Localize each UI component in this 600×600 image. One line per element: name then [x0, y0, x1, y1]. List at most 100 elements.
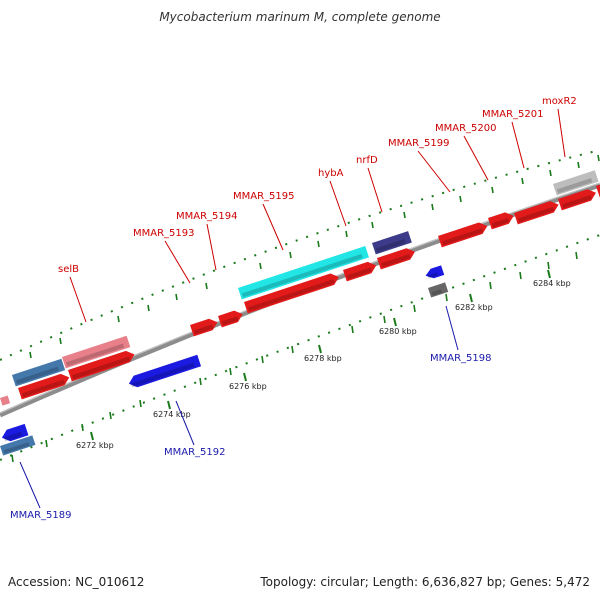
feature-purple-1-shade	[375, 238, 406, 253]
feature-steel-2[interactable]	[0, 435, 36, 456]
cds-forward-3-shade	[193, 324, 214, 335]
minor-tick-forward-18	[597, 154, 600, 162]
cds-forward-1-shade	[21, 379, 65, 398]
callout-line-forward-7	[463, 135, 489, 181]
cds-forward-8[interactable]	[438, 220, 489, 248]
minor-tick-forward-5	[205, 282, 208, 290]
feature-gray-1[interactable]	[553, 170, 599, 196]
cds-reverse-3-shade	[427, 272, 439, 279]
feature-pink-edge[interactable]	[0, 395, 11, 406]
cds-forward-4[interactable]	[218, 308, 245, 328]
tick-label-0: 6272 kbp	[76, 441, 114, 450]
feature-steel-1[interactable]	[12, 358, 66, 387]
minor-tick-reverse-0	[11, 454, 14, 463]
callout-line-forward-3	[262, 203, 284, 251]
cds-forward-7-shape	[377, 248, 415, 270]
minor-tick-reverse-14	[519, 271, 522, 280]
gene-label-forward-1[interactable]: MMAR_5193	[133, 228, 195, 239]
gene-label-reverse-0[interactable]: MMAR_5189	[10, 510, 72, 521]
callout-line-reverse-1	[175, 400, 195, 446]
callout-line-forward-4	[329, 180, 347, 227]
gene-label-forward-2[interactable]: MMAR_5194	[176, 211, 238, 222]
minor-tick-forward-7	[289, 251, 292, 259]
tick-label-2: 6276 kbp	[229, 382, 267, 391]
minor-tick-reverse-3	[109, 411, 112, 420]
accession-text: Accession: NC_010612	[8, 575, 145, 589]
feature-cyan-1[interactable]	[238, 246, 370, 300]
cds-forward-5[interactable]	[244, 271, 341, 314]
cds-reverse-2[interactable]	[127, 354, 202, 390]
gene-label-reverse-2[interactable]: MMAR_5198	[430, 353, 492, 364]
minor-tick-reverse-9	[351, 325, 354, 334]
callout-line-reverse-2	[445, 305, 459, 351]
gene-label-forward-5[interactable]: nrfD	[356, 155, 378, 166]
gene-label-forward-9[interactable]: moxR2	[542, 96, 577, 107]
cds-forward-9-shade	[491, 218, 510, 228]
minor-tick-reverse-4	[139, 399, 142, 408]
minor-tick-forward-1	[59, 337, 62, 345]
callout-line-forward-8	[511, 121, 525, 169]
minor-tick-reverse-16	[575, 251, 578, 260]
cds-forward-2-shade	[71, 356, 131, 380]
feature-gray-1-shade	[556, 178, 593, 194]
minor-tick-forward-17	[577, 161, 580, 169]
cds-forward-10-shade	[517, 206, 555, 223]
cds-forward-6[interactable]	[343, 260, 378, 282]
tick-mark-3	[318, 344, 322, 354]
feature-steel-1-shade	[15, 366, 59, 385]
cds-forward-12[interactable]	[596, 182, 600, 198]
minor-tick-reverse-8	[291, 345, 294, 354]
minor-tick-forward-14	[491, 186, 494, 194]
callout-line-forward-5	[367, 167, 383, 213]
cds-reverse-3[interactable]	[424, 265, 445, 280]
gene-label-forward-6[interactable]: MMAR_5199	[388, 138, 450, 149]
feature-pink-edge-shape	[0, 395, 11, 406]
cds-forward-6-shade	[346, 267, 372, 280]
minor-tick-forward-2	[117, 315, 120, 323]
minor-tick-reverse-12	[445, 293, 448, 302]
feature-pink-1-shape	[62, 335, 131, 369]
gene-label-forward-0[interactable]: selB	[58, 264, 79, 275]
minor-tick-forward-0	[29, 351, 32, 359]
map-title: Mycobacterium marinum M, complete genome	[159, 10, 441, 24]
cds-forward-2[interactable]	[68, 349, 136, 382]
feature-darkgray-1-shape	[428, 282, 449, 298]
cds-forward-9-shape	[488, 212, 514, 230]
cds-forward-5-shade	[247, 279, 335, 312]
tick-label-4: 6280 kbp	[379, 327, 417, 336]
cds-forward-10[interactable]	[514, 199, 560, 225]
cds-forward-4-shade	[221, 316, 239, 326]
feature-purple-1[interactable]	[372, 231, 412, 255]
feature-darkgray-1-shade	[431, 289, 443, 296]
gene-label-forward-4[interactable]: hybA	[318, 168, 344, 179]
cds-reverse-1[interactable]	[0, 423, 29, 444]
minor-tick-forward-3	[147, 304, 150, 312]
cds-forward-11-shade	[561, 194, 592, 209]
tick-mark-4	[393, 317, 397, 327]
gene-label-forward-8[interactable]: MMAR_5201	[482, 109, 544, 120]
cds-forward-11-shape	[558, 189, 596, 211]
cds-forward-3[interactable]	[190, 317, 219, 337]
gene-label-reverse-1[interactable]: MMAR_5192	[164, 447, 226, 458]
cds-forward-7[interactable]	[377, 246, 417, 270]
forward-track	[0, 149, 600, 361]
feature-pink-1[interactable]	[62, 335, 131, 369]
cds-reverse-2-shade	[130, 362, 195, 388]
callout-line-forward-9	[557, 108, 566, 158]
feature-darkgray-1[interactable]	[428, 282, 449, 298]
tick-label-1: 6274 kbp	[153, 410, 191, 419]
gene-label-forward-3[interactable]: MMAR_5195	[233, 191, 295, 202]
cds-forward-2-shape	[68, 350, 135, 382]
cds-reverse-1-shade	[3, 431, 23, 442]
cds-forward-1[interactable]	[18, 372, 71, 400]
cds-forward-9[interactable]	[488, 210, 516, 230]
feature-pink-1-shade	[65, 343, 125, 367]
feature-steel-1-shape	[12, 358, 66, 387]
feature-gray-1-shape	[553, 170, 599, 196]
cds-forward-11[interactable]	[558, 187, 598, 211]
gene-label-forward-7[interactable]: MMAR_5200	[435, 123, 497, 134]
tick-mark-0	[90, 431, 94, 441]
tick-label-6: 6284 kbp	[533, 279, 571, 288]
minor-tick-reverse-13	[489, 281, 492, 290]
